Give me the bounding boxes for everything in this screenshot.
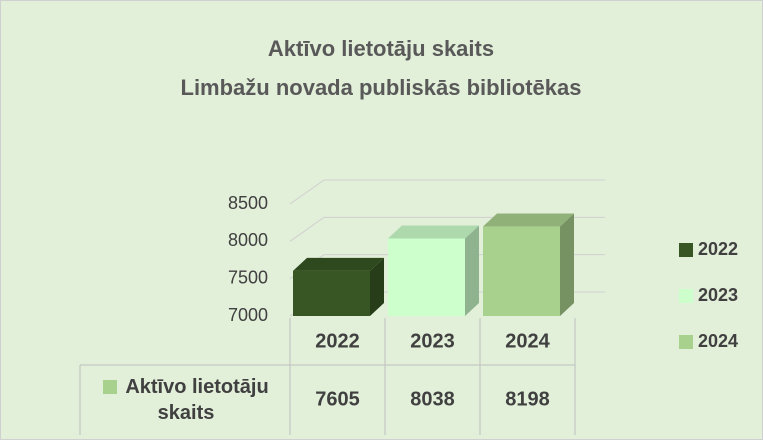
chart-subtitle: Limbažu novada publiskās bibliotēkas [181, 75, 582, 100]
bar-top [388, 225, 479, 239]
bar-top [483, 213, 574, 227]
bar-side [370, 257, 384, 316]
bar-top [293, 257, 384, 271]
table-row-label: Aktīvo lietotāju skaits [84, 366, 288, 434]
legend-key [679, 289, 693, 303]
y-tick-label: 8500 [228, 193, 268, 213]
chart-title: Aktīvo lietotāju skaits [268, 36, 494, 61]
legend-key [679, 335, 693, 349]
bar [388, 238, 465, 316]
grid-line [289, 179, 605, 205]
x-tick-label: 2024 [505, 330, 550, 352]
series-name: Aktīvo lietotāju skaits [125, 376, 269, 424]
x-tick-label: 2023 [410, 330, 455, 352]
bar [293, 270, 370, 316]
bar-side [560, 213, 574, 316]
legend-key [679, 243, 693, 257]
table-legend-key [103, 380, 118, 394]
table-value: 8038 [410, 388, 455, 410]
table-value: 8198 [505, 388, 550, 410]
y-tick-label: 8000 [228, 230, 268, 250]
legend-label: 2024 [698, 331, 738, 351]
legend-label: 2023 [698, 285, 738, 305]
table-value: 7605 [315, 388, 360, 410]
x-tick-label: 2022 [315, 330, 360, 352]
y-tick-label: 7500 [228, 267, 268, 287]
bar-side [465, 225, 479, 316]
legend-label: 2022 [698, 239, 738, 259]
bar [483, 226, 560, 316]
y-tick-label: 7000 [228, 305, 268, 325]
